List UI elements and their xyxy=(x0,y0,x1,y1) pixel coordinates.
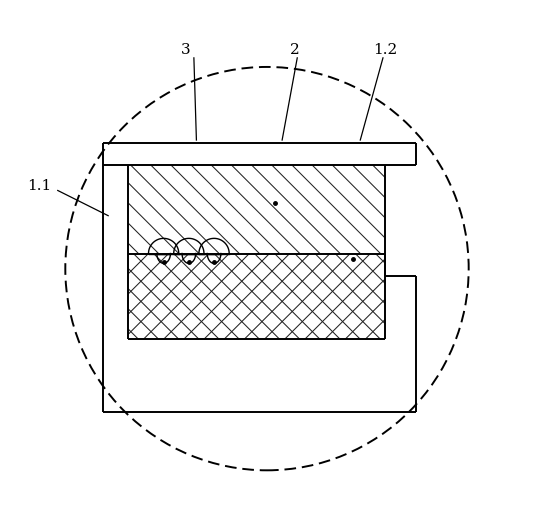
Text: 1.1: 1.1 xyxy=(27,179,52,193)
Text: 2: 2 xyxy=(289,43,300,57)
Text: 3: 3 xyxy=(181,43,191,57)
Text: 1.2: 1.2 xyxy=(373,43,397,57)
